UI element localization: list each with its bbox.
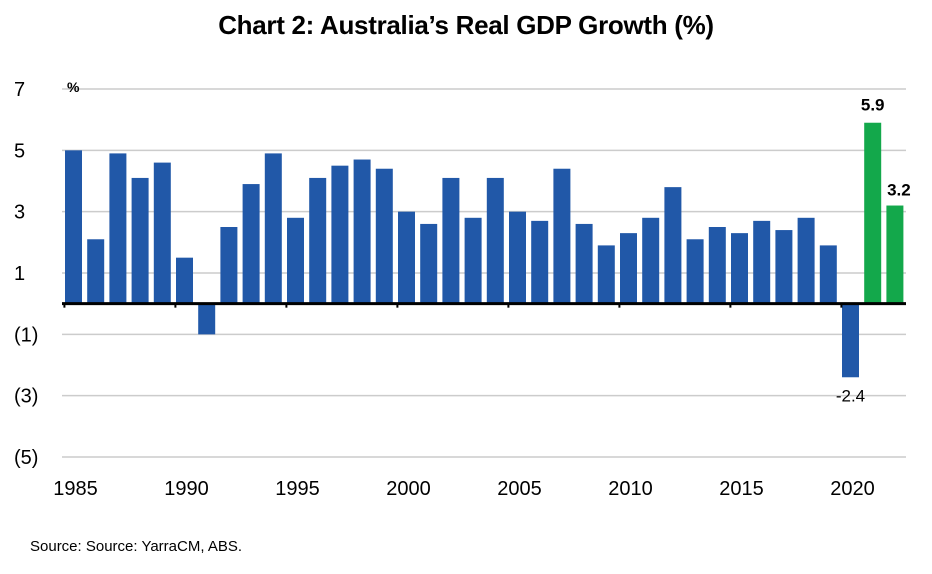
x-tick-label: 1990 [164, 478, 209, 500]
bar-1985 [65, 150, 82, 304]
bar-1993 [242, 184, 260, 304]
bar-2015 [731, 233, 748, 304]
y-axis-label: % [67, 79, 80, 95]
bars [65, 122, 904, 378]
bar-1989 [153, 162, 171, 304]
y-tick-label: (1) [14, 324, 38, 346]
bar-2017 [775, 230, 793, 304]
bar-1992 [220, 227, 238, 304]
bar-1988 [131, 177, 149, 304]
data-label-2020: -2.4 [836, 386, 865, 405]
bar-2005 [509, 211, 526, 304]
y-tick-label: 5 [14, 140, 25, 162]
bar-2020 [842, 303, 859, 378]
bar-2000 [398, 211, 415, 304]
bar-1996 [309, 177, 327, 304]
bar-1995 [287, 217, 304, 304]
bar-2013 [686, 239, 704, 304]
x-tick-label: 2020 [830, 478, 875, 500]
chart-title: Chart 2: Australia’s Real GDP Growth (%) [218, 10, 714, 40]
x-tick-label: 1995 [275, 478, 320, 500]
bar-2021 [864, 122, 882, 304]
data-label-2022: 3.2 [887, 181, 911, 200]
bar-1997 [331, 165, 349, 304]
x-tick-label: 2005 [497, 478, 542, 500]
bar-1998 [353, 159, 371, 304]
bar-2011 [642, 217, 660, 304]
bar-2014 [708, 227, 726, 304]
y-tick-label: (3) [14, 386, 38, 408]
x-tick-label: 2000 [386, 478, 431, 500]
bar-1990 [176, 257, 193, 304]
bar-2006 [531, 220, 549, 304]
y-tick-label: 7 [14, 79, 25, 101]
x-tick-label: 2015 [719, 478, 764, 500]
bar-2010 [620, 233, 637, 304]
bar-1986 [87, 239, 105, 304]
y-tick-label: 3 [14, 202, 25, 224]
bar-2007 [553, 168, 571, 304]
bar-2019 [819, 245, 837, 304]
bar-1999 [375, 168, 393, 304]
bar-2004 [486, 177, 504, 304]
y-tick-label: 1 [14, 263, 25, 285]
data-label-2021: 5.9 [861, 96, 885, 115]
source-note: Source: Source: YarraCM, ABS. [30, 538, 243, 555]
bar-2012 [664, 187, 682, 304]
bar-2016 [753, 220, 771, 304]
bar-1994 [264, 153, 282, 304]
bar-2018 [797, 217, 815, 304]
bar-2022 [886, 205, 904, 304]
axes [62, 302, 906, 308]
bar-1987 [109, 153, 127, 304]
bar-1991 [198, 303, 216, 335]
bar-2008 [575, 223, 593, 304]
labels: 7 5 3 1 (1) (3) (5)% 1985 1990 1995 2000 2005 2010 20… [14, 79, 911, 500]
bar-2009 [597, 245, 615, 304]
gridlines [62, 88, 906, 458]
bar-2001 [420, 223, 438, 304]
x-tick-label: 2010 [608, 478, 653, 500]
bar-2002 [442, 177, 460, 304]
y-tick-label: (5) [14, 447, 38, 469]
x-tick-label: 1985 [53, 478, 98, 500]
bar-2003 [464, 217, 482, 304]
